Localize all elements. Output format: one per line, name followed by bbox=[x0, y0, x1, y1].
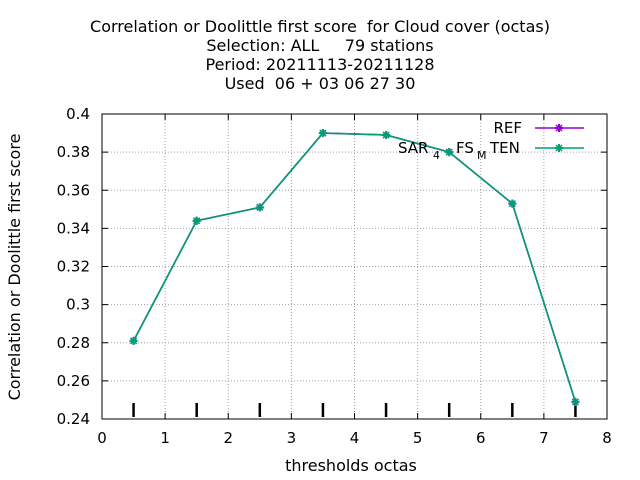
chart-title-line-4: Used 06 + 03 06 27 30 bbox=[224, 74, 416, 93]
x-tick-label: 5 bbox=[413, 429, 423, 447]
data-point bbox=[192, 216, 201, 225]
y-tick-label: 0.28 bbox=[57, 334, 90, 352]
legend-label-ref: REF bbox=[493, 119, 522, 137]
data-series bbox=[129, 129, 580, 406]
chart-title-line-1: Correlation or Doolittle first score for… bbox=[90, 17, 550, 36]
point-d2 bbox=[555, 124, 563, 132]
x-tick-label: 6 bbox=[476, 429, 486, 447]
y-axis-label: Correlation or Doolittle first score bbox=[5, 134, 24, 401]
x-tick-label: 7 bbox=[539, 429, 549, 447]
legend-label-sub-4: 4 bbox=[433, 149, 440, 162]
x-axis-ticks: 0 1 2 3 4 5 6 7 8 bbox=[97, 114, 612, 447]
y-tick-label: 0.26 bbox=[57, 372, 90, 390]
point-d2 bbox=[256, 203, 264, 211]
y-tick-label: 0.34 bbox=[57, 219, 90, 237]
y-axis-ticks: 0.24 0.26 0.28 0.3 0.32 0.34 0.36 0.38 0.4 bbox=[57, 105, 607, 428]
x-tick-label: 2 bbox=[223, 429, 233, 447]
y-tick-label: 0.36 bbox=[57, 181, 90, 199]
grid-lines bbox=[102, 114, 607, 419]
x-axis-label: thresholds octas bbox=[285, 456, 417, 475]
data-point bbox=[555, 124, 563, 132]
data-point bbox=[508, 199, 517, 208]
x-tick-label: 1 bbox=[160, 429, 170, 447]
data-point bbox=[129, 336, 138, 345]
point-d2 bbox=[319, 129, 327, 137]
legend-label-fs: FS bbox=[456, 139, 474, 157]
y-tick-label: 0.38 bbox=[57, 143, 90, 161]
data-point bbox=[318, 129, 327, 138]
data-point bbox=[555, 144, 563, 152]
y-tick-label: 0.32 bbox=[57, 258, 90, 276]
x-tick-label: 3 bbox=[287, 429, 297, 447]
legend-label-sar: SAR bbox=[398, 139, 428, 157]
point-d2 bbox=[193, 217, 201, 225]
data-point bbox=[382, 130, 391, 139]
point-d2 bbox=[555, 144, 563, 152]
y-tick-label: 0.3 bbox=[66, 296, 90, 314]
x-tick-label: 0 bbox=[97, 429, 107, 447]
legend-label-sub-m: M bbox=[477, 149, 487, 162]
legend: REF SAR 4 FS M TEN bbox=[398, 119, 584, 162]
threshold-marks bbox=[132, 403, 577, 417]
point-d2 bbox=[445, 148, 453, 156]
y-tick-label: 0.24 bbox=[57, 410, 90, 428]
legend-label-ten: TEN bbox=[489, 139, 520, 157]
point-d2 bbox=[382, 131, 390, 139]
data-point bbox=[571, 397, 580, 406]
series-line-1 bbox=[132, 132, 577, 403]
x-tick-label: 4 bbox=[350, 429, 360, 447]
data-point bbox=[255, 203, 264, 212]
y-tick-label: 0.4 bbox=[66, 105, 90, 123]
point-d2 bbox=[130, 337, 138, 345]
chart-title-line-3: Period: 20211113-20211128 bbox=[205, 55, 435, 74]
x-tick-label: 8 bbox=[602, 429, 612, 447]
point-d2 bbox=[508, 200, 516, 208]
chart-title-line-2: Selection: ALL 79 stations bbox=[206, 36, 434, 55]
point-d2 bbox=[571, 398, 579, 406]
data-point bbox=[445, 148, 454, 157]
